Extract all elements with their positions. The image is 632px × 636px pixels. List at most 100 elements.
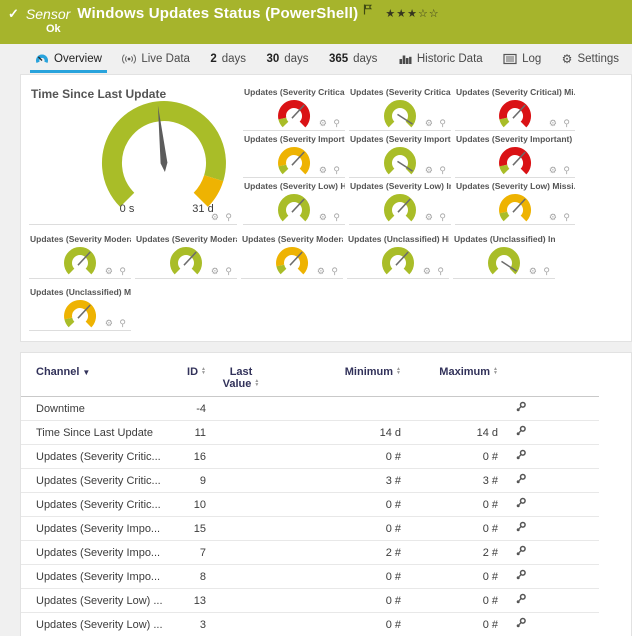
- gauge-settings-pin-icons[interactable]: ⚙ ⚲: [318, 165, 342, 175]
- channel-name-cell: Updates (Severity Critic...: [36, 474, 161, 487]
- tab-number: 30: [266, 53, 280, 65]
- small-gauge: [499, 100, 531, 128]
- tab-live-data[interactable]: Live Data: [119, 44, 193, 74]
- small-gauge-label: Updates (Severity Important) ...: [244, 134, 345, 144]
- channel-name-cell: Updates (Severity Low) ...: [36, 594, 163, 607]
- small-gauge-label: Updates (Severity Critical) Hi...: [244, 87, 345, 97]
- channel-name-cell: Updates (Severity Low) ...: [36, 618, 163, 631]
- channel-name-cell: Time Since Last Update: [36, 426, 153, 439]
- object-kind-label: Sensor: [25, 5, 71, 22]
- small-gauge-label: Updates (Severity Moderate) I...: [136, 234, 237, 244]
- tab-days[interactable]: 365 days: [326, 44, 380, 74]
- gauge-settings-pin-icons[interactable]: ⚙ ⚲: [424, 212, 448, 222]
- channel-id-cell: -4: [196, 402, 206, 415]
- channel-name-cell: Downtime: [36, 402, 85, 415]
- column-header-last-value[interactable]: Last Value ▲ ▼: [222, 366, 260, 390]
- small-gauge-panel[interactable]: Updates (Severity Moderate) I... ⚙ ⚲: [135, 232, 237, 279]
- big-gauge-panel[interactable]: Time Since Last Update 0 s 31 d ⚙ ⚲: [29, 85, 237, 225]
- channel-table-row: Updates (Severity Impo... 7 2 # 2 #: [21, 541, 599, 565]
- stars-empty: ☆☆: [417, 8, 440, 20]
- maximum-cell: 3 #: [482, 474, 498, 487]
- small-gauge-panel[interactable]: Updates (Severity Important) ... ⚙ ⚲: [349, 132, 451, 178]
- small-gauge-panel[interactable]: Updates (Severity Low) Missi... ⚙ ⚲: [455, 179, 575, 225]
- big-gauge-title: Time Since Last Update: [31, 87, 167, 101]
- gauge-settings-pin-icons[interactable]: ⚙ ⚲: [318, 118, 342, 128]
- gauge-settings-pin-icons[interactable]: ⚙ ⚲: [316, 266, 340, 276]
- small-gauge-panel[interactable]: Updates (Unclassified) Install... ⚙ ⚲: [453, 232, 555, 279]
- channel-id-cell: 15: [193, 522, 206, 535]
- channel-settings-wrench-icon[interactable]: [515, 593, 527, 605]
- minimum-cell: 0 #: [385, 618, 401, 631]
- small-gauge-panel[interactable]: Updates (Severity Moderate) ... ⚙ ⚲: [241, 232, 343, 279]
- small-gauge-panel[interactable]: Updates (Severity Moderate) ... ⚙ ⚲: [29, 232, 131, 279]
- channel-name-cell: Updates (Severity Critic...: [36, 498, 161, 511]
- maximum-cell: 0 #: [482, 618, 498, 631]
- channel-id-cell: 7: [199, 546, 206, 559]
- gauge-settings-pin-icons[interactable]: ⚙ ⚲: [210, 212, 234, 222]
- sensor-title: Windows Updates Status (PowerShell): [77, 5, 359, 22]
- gauge-icon: [36, 54, 48, 64]
- channel-settings-wrench-icon[interactable]: [515, 449, 527, 461]
- column-header-id[interactable]: ID ▲ ▼: [187, 366, 206, 378]
- maximum-cell: 0 #: [482, 570, 498, 583]
- column-header-channel[interactable]: Channel ▼: [36, 366, 91, 378]
- channel-name-cell: Updates (Severity Impo...: [36, 546, 161, 559]
- gauge-settings-pin-icons[interactable]: ⚙ ⚲: [424, 118, 448, 128]
- small-gauge-panel[interactable]: Updates (Severity Critical) Ins... ⚙ ⚲: [349, 85, 451, 131]
- small-gauge-panel[interactable]: Updates (Severity Critical) Mi... ⚙ ⚲: [455, 85, 575, 131]
- small-gauge-label: Updates (Severity Critical) Mi...: [456, 87, 575, 97]
- tab-number: 2: [210, 53, 217, 65]
- channel-settings-wrench-icon[interactable]: [515, 497, 527, 509]
- gauge-settings-pin-icons[interactable]: ⚙ ⚲: [318, 212, 342, 222]
- overview-gauges-card: Time Since Last Update 0 s 31 d ⚙ ⚲ Upda…: [20, 74, 632, 342]
- small-gauge-label: Updates (Severity Moderate) ...: [30, 234, 131, 244]
- gauge-settings-pin-icons[interactable]: ⚙ ⚲: [548, 118, 572, 128]
- gauge-settings-pin-icons[interactable]: ⚙ ⚲: [104, 266, 128, 276]
- gauge-settings-pin-icons[interactable]: ⚙ ⚲: [422, 266, 446, 276]
- maximum-cell: 14 d: [476, 426, 498, 439]
- sort-icons: ▲ ▼: [493, 366, 498, 376]
- channel-settings-wrench-icon[interactable]: [515, 617, 527, 629]
- tab-label: Historic Data: [416, 53, 483, 65]
- channel-table-card: Channel ▼ ID ▲ ▼ Last Value ▲ ▼ Minimum ▲ ▼ Maxi…: [20, 352, 632, 636]
- channel-table-row: Updates (Severity Impo... 8 0 # 0 #: [21, 565, 599, 589]
- small-gauge: [499, 147, 531, 175]
- tab-settings[interactable]: ⚙ Settings: [559, 44, 622, 74]
- tab-log[interactable]: Log: [500, 44, 544, 74]
- small-gauge-panel[interactable]: Updates (Unclassified) Hidden ⚙ ⚲: [347, 232, 449, 279]
- small-gauge-panel[interactable]: Updates (Severity Low) Install... ⚙ ⚲: [349, 179, 451, 225]
- channel-table-row: Updates (Severity Critic... 10 0 # 0 #: [21, 493, 599, 517]
- column-header-maximum[interactable]: Maximum ▲ ▼: [439, 366, 498, 378]
- tab-days[interactable]: 2 days: [207, 44, 249, 74]
- column-header-minimum[interactable]: Minimum ▲ ▼: [344, 366, 401, 378]
- channel-settings-wrench-icon[interactable]: [515, 545, 527, 557]
- tab-historic-data[interactable]: Historic Data: [395, 44, 486, 74]
- sensor-header: ✓ Sensor Windows Updates Status (PowerSh…: [0, 0, 632, 44]
- gauge-settings-pin-icons[interactable]: ⚙ ⚲: [548, 212, 572, 222]
- time-since-last-update-gauge: [101, 101, 226, 207]
- channel-settings-wrench-icon[interactable]: [515, 401, 527, 413]
- gauge-settings-pin-icons[interactable]: ⚙ ⚲: [210, 266, 234, 276]
- gauge-settings-pin-icons[interactable]: ⚙ ⚲: [104, 318, 128, 328]
- small-gauge: [384, 100, 416, 128]
- gauge-settings-pin-icons[interactable]: ⚙ ⚲: [548, 165, 572, 175]
- gauge-max-label: 31 d: [192, 203, 214, 215]
- channel-settings-wrench-icon[interactable]: [515, 569, 527, 581]
- small-gauge-panel[interactable]: Updates (Severity Low) Hidden ⚙ ⚲: [243, 179, 345, 225]
- channel-table-body: Downtime -4 Time Since Last Update 11 14 d 14…: [21, 397, 631, 636]
- small-gauge-panel[interactable]: Updates (Severity Important) ... ⚙ ⚲: [455, 132, 575, 178]
- tab-days[interactable]: 30 days: [263, 44, 311, 74]
- channel-settings-wrench-icon[interactable]: [515, 473, 527, 485]
- gauge-settings-pin-icons[interactable]: ⚙ ⚲: [424, 165, 448, 175]
- small-gauge: [170, 247, 202, 275]
- small-gauge-panel[interactable]: Updates (Severity Critical) Hi... ⚙ ⚲: [243, 85, 345, 131]
- small-gauge-panel[interactable]: Updates (Unclassified) Missing ⚙ ⚲: [29, 285, 131, 331]
- priority-flag-icon[interactable]: [363, 2, 373, 20]
- channel-settings-wrench-icon[interactable]: [515, 425, 527, 437]
- minimum-cell: 0 #: [385, 450, 401, 463]
- small-gauge-panel[interactable]: Updates (Severity Important) ... ⚙ ⚲: [243, 132, 345, 178]
- gauge-settings-pin-icons[interactable]: ⚙ ⚲: [528, 266, 552, 276]
- tab-overview[interactable]: Overview: [30, 44, 107, 74]
- channel-settings-wrench-icon[interactable]: [515, 521, 527, 533]
- priority-stars[interactable]: ★★★☆☆: [385, 7, 439, 20]
